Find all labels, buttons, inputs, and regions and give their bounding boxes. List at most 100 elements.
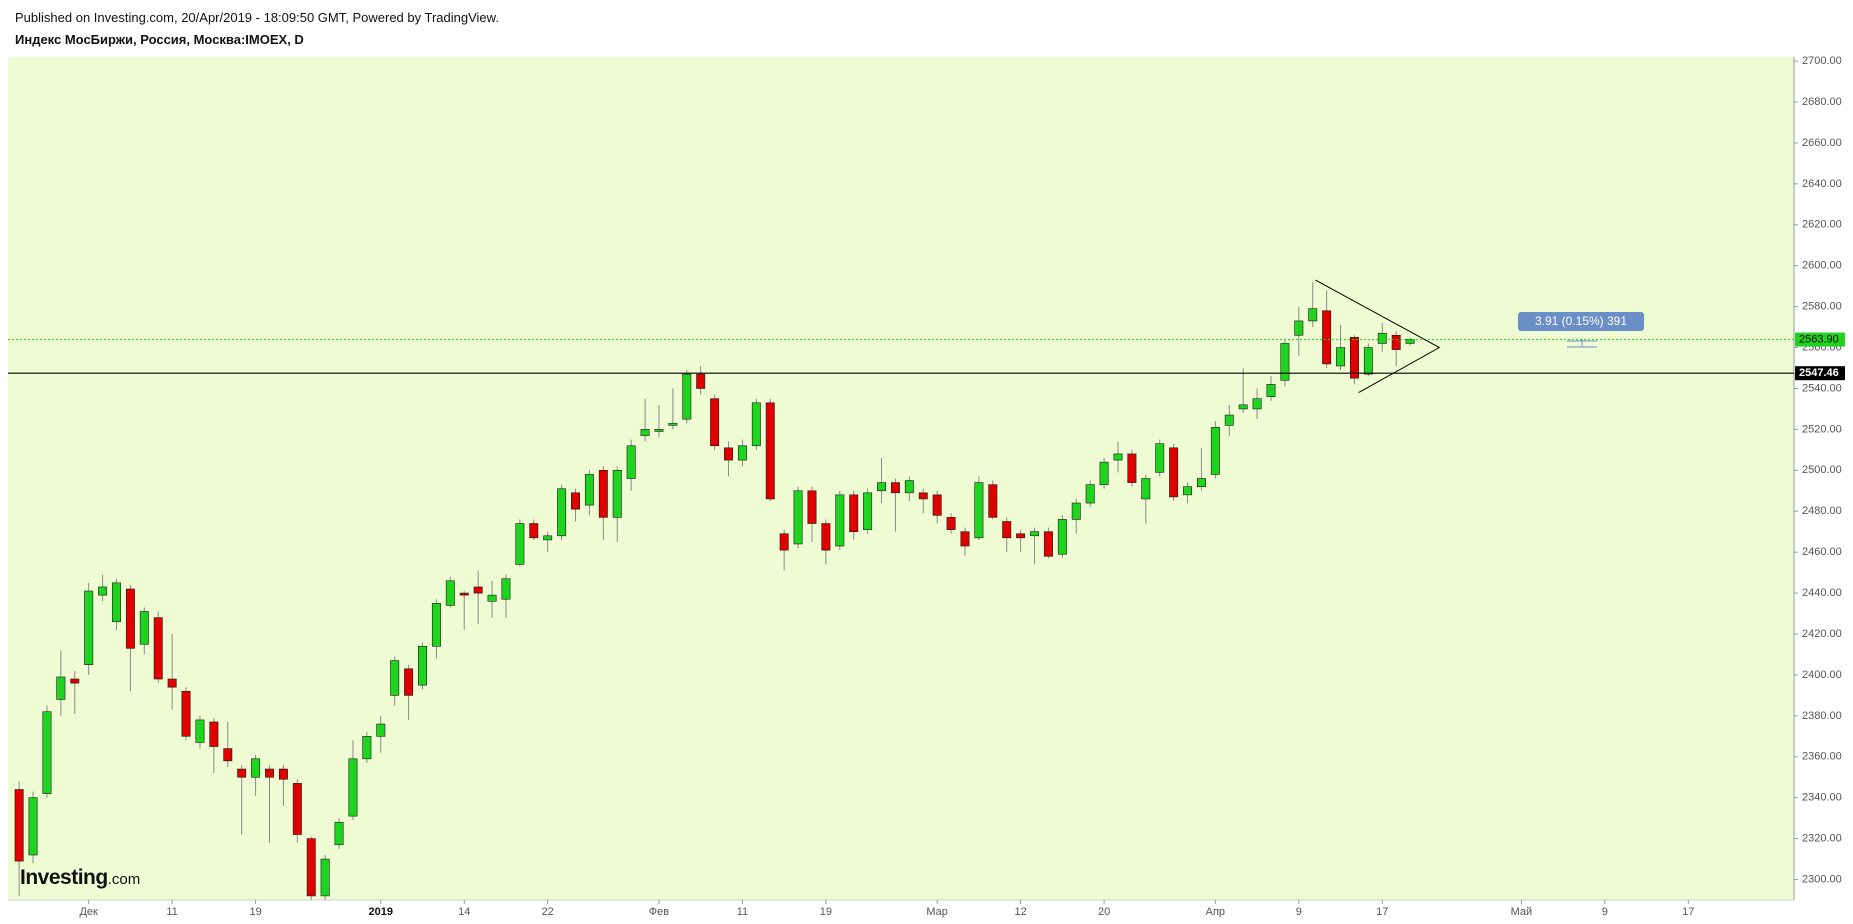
logo-main: Investing (20, 866, 108, 889)
candle-body (431, 603, 441, 647)
candle-body (863, 492, 873, 530)
y-tick-label: 2620.00 (1802, 219, 1842, 231)
x-tick-label: 17 (1682, 906, 1694, 918)
candle-body (251, 758, 261, 778)
candle-body (1016, 533, 1026, 539)
x-tick-label: Дек (79, 906, 98, 918)
x-tick-label: Апр (1206, 906, 1225, 918)
measure-box (1518, 312, 1644, 331)
candle-body (1266, 384, 1276, 397)
candle-body (1308, 308, 1318, 322)
candle-body (821, 523, 831, 551)
x-tick-label: 9 (1296, 906, 1302, 918)
candle-body (1071, 502, 1081, 520)
candle-body (612, 470, 622, 518)
candle-body (1085, 484, 1095, 504)
candle-body (98, 586, 108, 596)
candle-body (904, 480, 914, 494)
y-tick-label: 2300.00 (1802, 873, 1842, 885)
y-tick-label: 2460.00 (1802, 546, 1842, 558)
y-tick-label: 2440.00 (1802, 587, 1842, 599)
candle-body (529, 523, 539, 539)
candle-body (306, 838, 316, 897)
candle-body (292, 783, 302, 835)
candle-body (807, 490, 817, 524)
candle-body (473, 586, 483, 594)
candle-body (598, 470, 608, 518)
x-tick-label: 12 (1014, 906, 1026, 918)
y-tick-label: 2520.00 (1802, 423, 1842, 435)
y-tick-label: 2400.00 (1802, 669, 1842, 681)
candle-body (404, 668, 414, 696)
candle-body (849, 494, 859, 532)
candle-body (682, 373, 692, 420)
candle-body (626, 445, 636, 479)
last-price-label: 2563.90 (1799, 333, 1839, 345)
candle-body (1141, 478, 1151, 500)
candle-body (724, 447, 733, 461)
candle-body (1238, 404, 1248, 410)
candle-body (751, 402, 761, 447)
y-tick-label: 2480.00 (1802, 505, 1842, 517)
candle-body (1155, 443, 1165, 473)
candle-body (278, 768, 288, 780)
x-tick-label: 19 (820, 906, 832, 918)
candle-body (543, 535, 553, 541)
candle-body (779, 533, 789, 551)
y-tick-label: 2660.00 (1802, 137, 1842, 149)
candle-body (125, 588, 135, 649)
candle-body (793, 490, 803, 545)
candle-body (334, 821, 344, 846)
logo-suffix: .com (107, 871, 141, 888)
candle-body (445, 580, 455, 606)
candle-body (640, 429, 650, 436)
x-tick-label: Фев (649, 906, 669, 918)
candle-body (56, 676, 66, 700)
last-price-tag (1795, 332, 1845, 347)
candle-body (1391, 334, 1401, 350)
y-tick-label: 2340.00 (1802, 792, 1842, 804)
candle-body (223, 748, 233, 762)
x-tick-label: 17 (1376, 906, 1388, 918)
candle-body (584, 474, 594, 506)
candle-body (1322, 310, 1332, 365)
candle-body (42, 711, 52, 794)
candle-body (668, 422, 678, 426)
logo: Investing.com (20, 866, 140, 890)
x-tick-label: 14 (458, 906, 470, 918)
candle-body (1349, 337, 1359, 379)
candle-body (1210, 427, 1220, 475)
x-tick-label: 9 (1602, 906, 1608, 918)
candle-body (1002, 521, 1012, 539)
y-tick-label: 2420.00 (1802, 628, 1842, 640)
candle-body (557, 488, 567, 537)
candle-body (1224, 414, 1234, 426)
candle-body (376, 723, 386, 737)
candle-body (710, 398, 720, 447)
candle-body (167, 678, 177, 688)
candle-body (348, 758, 358, 817)
candle-body (1280, 343, 1290, 381)
candle-body (362, 736, 372, 760)
candle-body (1183, 486, 1193, 496)
candle-body (14, 789, 24, 862)
candle-body (153, 617, 163, 680)
candle-body (112, 582, 121, 623)
published-note: Published on Investing.com, 20/Apr/2019 … (15, 10, 499, 25)
x-tick-label: Май (1511, 906, 1533, 918)
candle-body (696, 373, 706, 389)
y-tick-label: 2320.00 (1802, 833, 1842, 845)
y-tick-label: 2500.00 (1802, 464, 1842, 476)
candle-body (84, 590, 94, 665)
candle-body (1294, 320, 1304, 336)
x-tick-label: 11 (737, 906, 748, 918)
level-label: 2547.46 (1799, 367, 1839, 379)
candle-body (1363, 347, 1373, 375)
candle-body (932, 494, 942, 516)
candle-body (571, 492, 580, 510)
candle-body (918, 492, 928, 500)
candle-body (28, 797, 38, 856)
candle-body (515, 523, 525, 565)
x-tick-label: 2019 (369, 906, 393, 918)
